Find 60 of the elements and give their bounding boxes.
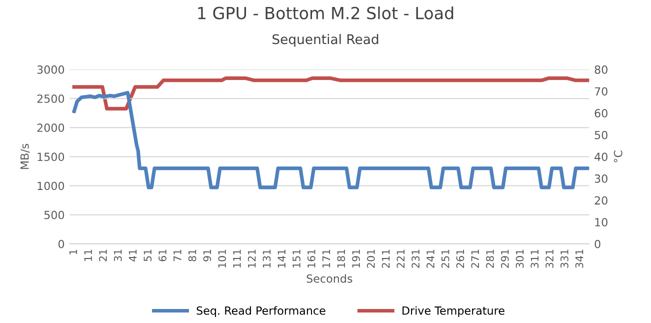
chart-subtitle: Sequential Read (272, 34, 378, 47)
x-tick-label: 41 (128, 250, 137, 262)
x-tick-label: 331 (560, 250, 568, 268)
x-tick-label: 111 (233, 250, 241, 268)
x-tick-label: 81 (188, 250, 196, 262)
x-tick-label: 141 (278, 250, 286, 268)
x-tick-label: 121 (248, 250, 256, 268)
x-tick-label: 221 (396, 250, 404, 268)
y-tick-label: 1000 (38, 182, 64, 190)
x-tick-label: 311 (530, 250, 539, 268)
x-tick-label: 21 (99, 250, 107, 262)
y-axis-title: MB/s (20, 144, 30, 169)
x-tick-label: 181 (337, 250, 346, 268)
x-tick-label: 231 (412, 250, 420, 268)
x-tick-label: 271 (471, 250, 479, 268)
x-tick-label: 241 (426, 250, 434, 268)
x-tick-label: 321 (546, 250, 554, 268)
x-tick-label: 191 (352, 250, 360, 268)
x-tick-label: 131 (262, 250, 271, 268)
y-tick-label: 500 (44, 210, 64, 220)
x-tick-label: 151 (292, 250, 300, 268)
x-tick-label: 51 (144, 250, 152, 262)
y-tick-label: 3000 (37, 65, 64, 74)
x-tick-label: 261 (456, 250, 464, 268)
x-tick-label: 91 (203, 250, 212, 262)
y2-tick-label: 10 (595, 218, 608, 226)
x-tick-label: 171 (322, 250, 330, 268)
legend-label: Seq. Read Performance (196, 306, 326, 317)
line-series (72, 90, 590, 190)
y2-axis-title: °C (614, 150, 622, 162)
x-tick-label: 1 (69, 250, 77, 254)
x-axis-title: Seconds (306, 274, 352, 283)
x-tick-label: 31 (114, 250, 122, 262)
x-tick-label: 101 (218, 250, 226, 268)
y2-tick-label: 50 (594, 130, 608, 140)
x-tick-label: 281 (486, 250, 494, 268)
y-tick-label: 2500 (37, 94, 64, 103)
y2-tick-label: 0 (594, 240, 600, 248)
x-tick-label: 251 (441, 250, 450, 268)
chart-title: 1 GPU - Bottom M.2 Slot - Load (198, 6, 454, 20)
y2-tick-label: 60 (594, 109, 608, 118)
y2-tick-label: 20 (594, 196, 608, 205)
legend-label: Drive Temperature (402, 306, 504, 317)
x-tick-label: 11 (84, 250, 92, 261)
x-tick-label: 301 (516, 250, 524, 268)
x-tick-label: 341 (575, 250, 584, 268)
line-series (72, 76, 590, 110)
x-tick-label: 211 (382, 250, 390, 268)
y-tick-label: 0 (58, 240, 64, 248)
x-tick-label: 71 (174, 250, 182, 262)
y2-tick-label: 80 (594, 65, 608, 74)
y2-tick-label: 30 (594, 174, 608, 183)
y-tick-label: 1500 (38, 152, 64, 162)
y-tick-label: 2000 (37, 124, 64, 132)
x-tick-label: 61 (158, 250, 166, 262)
x-tick-label: 161 (307, 250, 316, 268)
x-tick-label: 201 (366, 250, 375, 268)
y2-tick-label: 70 (594, 87, 608, 96)
x-tick-label: 291 (500, 250, 509, 268)
y2-tick-label: 40 (594, 152, 608, 162)
